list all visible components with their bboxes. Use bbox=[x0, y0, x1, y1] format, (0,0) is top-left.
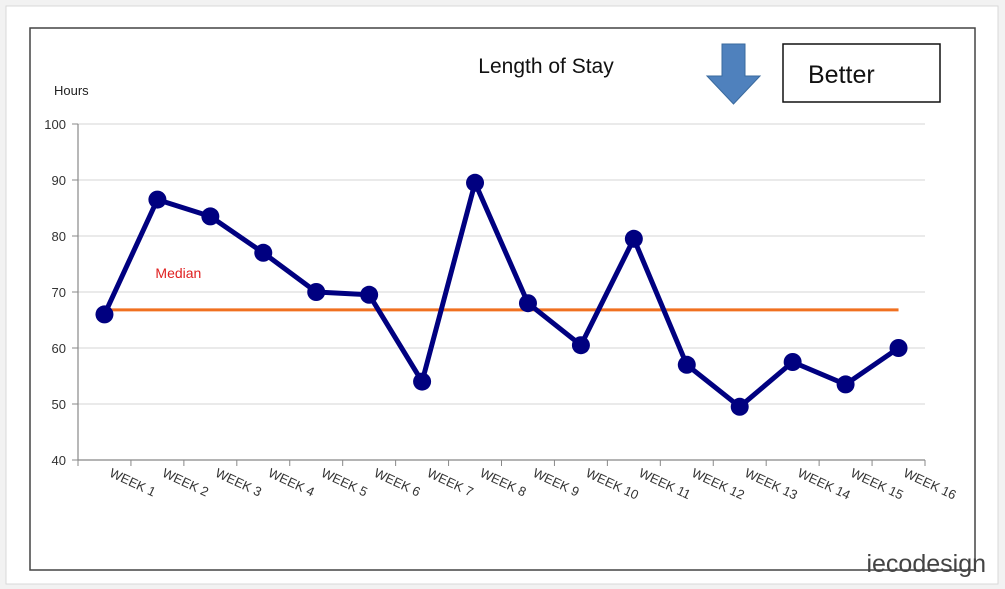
median-label: Median bbox=[155, 265, 201, 281]
data-point bbox=[148, 190, 167, 209]
y-tick-label: 90 bbox=[52, 173, 66, 188]
data-point bbox=[889, 339, 908, 357]
chart-title: Length of Stay bbox=[478, 55, 614, 78]
data-point bbox=[360, 285, 379, 304]
data-point bbox=[836, 375, 855, 394]
data-point bbox=[307, 283, 326, 301]
data-point bbox=[677, 355, 696, 374]
watermark: iecodesign bbox=[866, 550, 986, 578]
y-tick-label: 80 bbox=[52, 229, 66, 244]
series-group bbox=[95, 173, 908, 416]
y-tick-label: 70 bbox=[52, 285, 66, 300]
y-axis-label: Hours bbox=[54, 83, 89, 98]
y-tick-label: 60 bbox=[52, 341, 66, 356]
down-arrow-icon bbox=[705, 43, 762, 105]
better-box: Better bbox=[782, 43, 941, 103]
data-point bbox=[783, 353, 802, 371]
axes bbox=[72, 123, 926, 466]
y-tick-label: 100 bbox=[44, 117, 66, 132]
data-point bbox=[254, 243, 273, 262]
gridlines bbox=[78, 123, 925, 405]
data-point bbox=[413, 372, 432, 391]
data-point bbox=[571, 336, 590, 355]
median-group: Median bbox=[104, 265, 899, 312]
data-point bbox=[201, 207, 220, 226]
better-label: Better bbox=[808, 61, 875, 89]
data-point bbox=[466, 173, 485, 192]
data-point bbox=[730, 397, 749, 416]
data-point bbox=[518, 294, 537, 313]
chart-border bbox=[29, 27, 976, 571]
y-tick-label: 50 bbox=[52, 397, 66, 412]
data-point bbox=[95, 305, 114, 324]
y-tick-label: 40 bbox=[52, 453, 66, 468]
data-point bbox=[624, 229, 643, 248]
series-line bbox=[101, 180, 902, 410]
